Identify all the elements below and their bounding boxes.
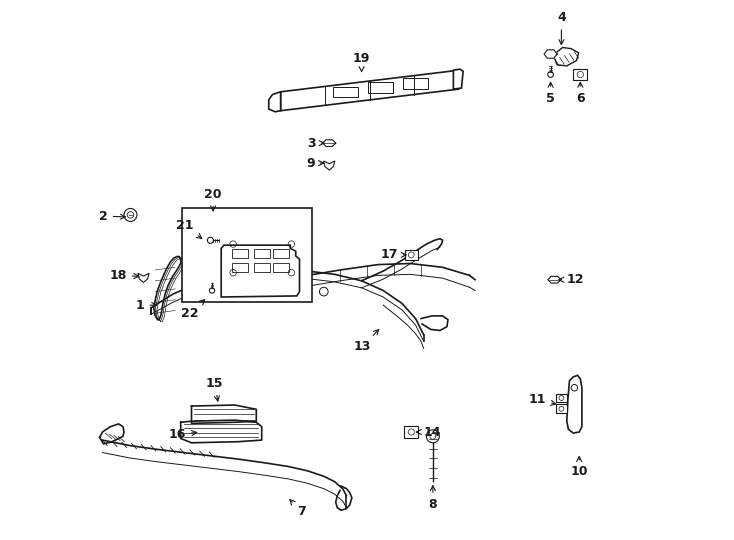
Text: 22: 22	[181, 300, 205, 320]
Circle shape	[426, 430, 440, 443]
Text: 17: 17	[380, 248, 406, 261]
Bar	[272, 263, 288, 272]
Text: 21: 21	[175, 219, 202, 239]
Polygon shape	[548, 276, 561, 283]
Bar	[272, 249, 288, 258]
Polygon shape	[323, 140, 335, 146]
Polygon shape	[567, 375, 582, 433]
Bar	[254, 249, 270, 258]
Text: 8: 8	[429, 485, 437, 511]
Polygon shape	[221, 245, 299, 297]
Bar	[182, 208, 312, 302]
Text: 16: 16	[169, 428, 197, 441]
Polygon shape	[138, 273, 149, 282]
Polygon shape	[324, 161, 335, 170]
Text: 20: 20	[204, 188, 222, 211]
Text: 11: 11	[528, 393, 556, 406]
Text: 1: 1	[136, 299, 156, 312]
Text: 15: 15	[206, 377, 223, 401]
Polygon shape	[280, 70, 459, 111]
Text: 14: 14	[416, 426, 441, 438]
Polygon shape	[153, 256, 181, 320]
Bar	[404, 249, 418, 260]
Text: 7: 7	[290, 500, 305, 518]
Text: 6: 6	[576, 82, 584, 105]
Polygon shape	[553, 48, 578, 66]
Polygon shape	[544, 50, 557, 58]
Text: 2: 2	[99, 210, 126, 222]
Bar	[556, 404, 567, 413]
Text: 13: 13	[353, 329, 379, 353]
Circle shape	[124, 208, 137, 221]
Bar	[254, 263, 270, 272]
Text: 12: 12	[559, 273, 584, 286]
Text: 9: 9	[306, 157, 324, 170]
Text: 5: 5	[546, 82, 555, 105]
Bar	[556, 394, 567, 402]
Text: 19: 19	[353, 52, 370, 72]
Circle shape	[209, 288, 214, 293]
Polygon shape	[454, 69, 463, 89]
Text: 3: 3	[307, 137, 324, 150]
Polygon shape	[269, 92, 280, 112]
Bar	[232, 249, 248, 258]
Bar	[573, 69, 587, 80]
Text: 18: 18	[109, 269, 139, 282]
Bar	[232, 263, 248, 272]
Text: 10: 10	[570, 456, 588, 478]
Circle shape	[208, 237, 214, 244]
Circle shape	[548, 72, 553, 77]
Text: 4: 4	[557, 11, 566, 45]
Bar	[404, 427, 418, 437]
